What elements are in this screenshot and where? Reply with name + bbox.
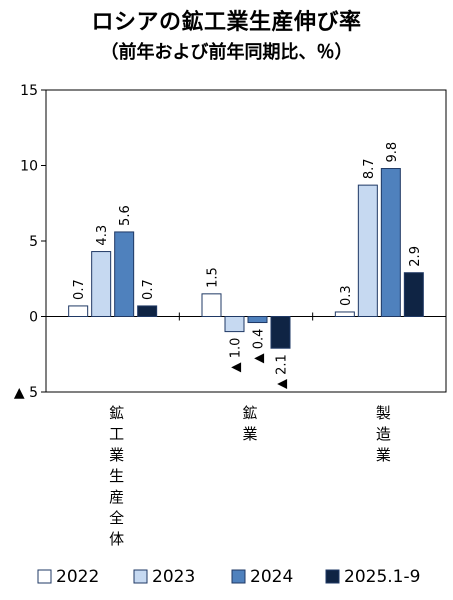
- bar: [137, 305, 158, 317]
- category-label: 鉱工業生産全体: [109, 404, 124, 548]
- y-tick-label: ▲ 5: [14, 385, 38, 401]
- legend-label: 2025.1-9: [344, 567, 420, 587]
- chart-subtitle: （前年および前年同期比、％）: [100, 42, 353, 63]
- data-label: 0.7: [141, 279, 156, 300]
- legend-swatch: [231, 569, 246, 584]
- bar: [357, 184, 378, 317]
- data-label: 0.3: [339, 285, 354, 306]
- category-label: 鉱業: [242, 404, 257, 443]
- bar: [270, 316, 291, 349]
- data-label: ▲ 1.0: [229, 338, 244, 373]
- y-tick-label: 0: [29, 310, 38, 326]
- legend-swatch: [325, 569, 340, 584]
- legend-label: 2023: [152, 567, 195, 587]
- data-label: 0.7: [72, 279, 87, 300]
- bar: [380, 168, 401, 317]
- data-label: 9.8: [385, 142, 400, 163]
- chart-title: ロシアの鉱工業生産伸び率: [91, 10, 362, 35]
- y-tick-label: 15: [20, 83, 38, 99]
- bar: [334, 311, 355, 318]
- bar: [114, 231, 135, 317]
- category-label: 製造業: [376, 404, 391, 464]
- y-tick-label: 5: [29, 234, 38, 250]
- y-tick-label: 10: [20, 159, 38, 175]
- bar: [91, 251, 112, 318]
- data-label: ▲ 0.4: [252, 329, 267, 364]
- data-label: 5.6: [118, 205, 133, 226]
- data-label: 4.3: [95, 225, 110, 246]
- bar: [224, 316, 245, 333]
- data-label: 8.7: [362, 158, 377, 179]
- legend-label: 2024: [250, 567, 293, 587]
- bar: [247, 316, 268, 324]
- data-label: ▲ 2.1: [275, 354, 290, 389]
- legend-swatch: [133, 569, 148, 584]
- legend-swatch: [37, 569, 52, 584]
- data-label: 1.5: [206, 267, 221, 288]
- bar: [201, 293, 222, 318]
- data-label: 2.9: [408, 246, 423, 267]
- legend-label: 2022: [56, 567, 99, 587]
- bar: [68, 305, 89, 317]
- bar: [403, 272, 424, 317]
